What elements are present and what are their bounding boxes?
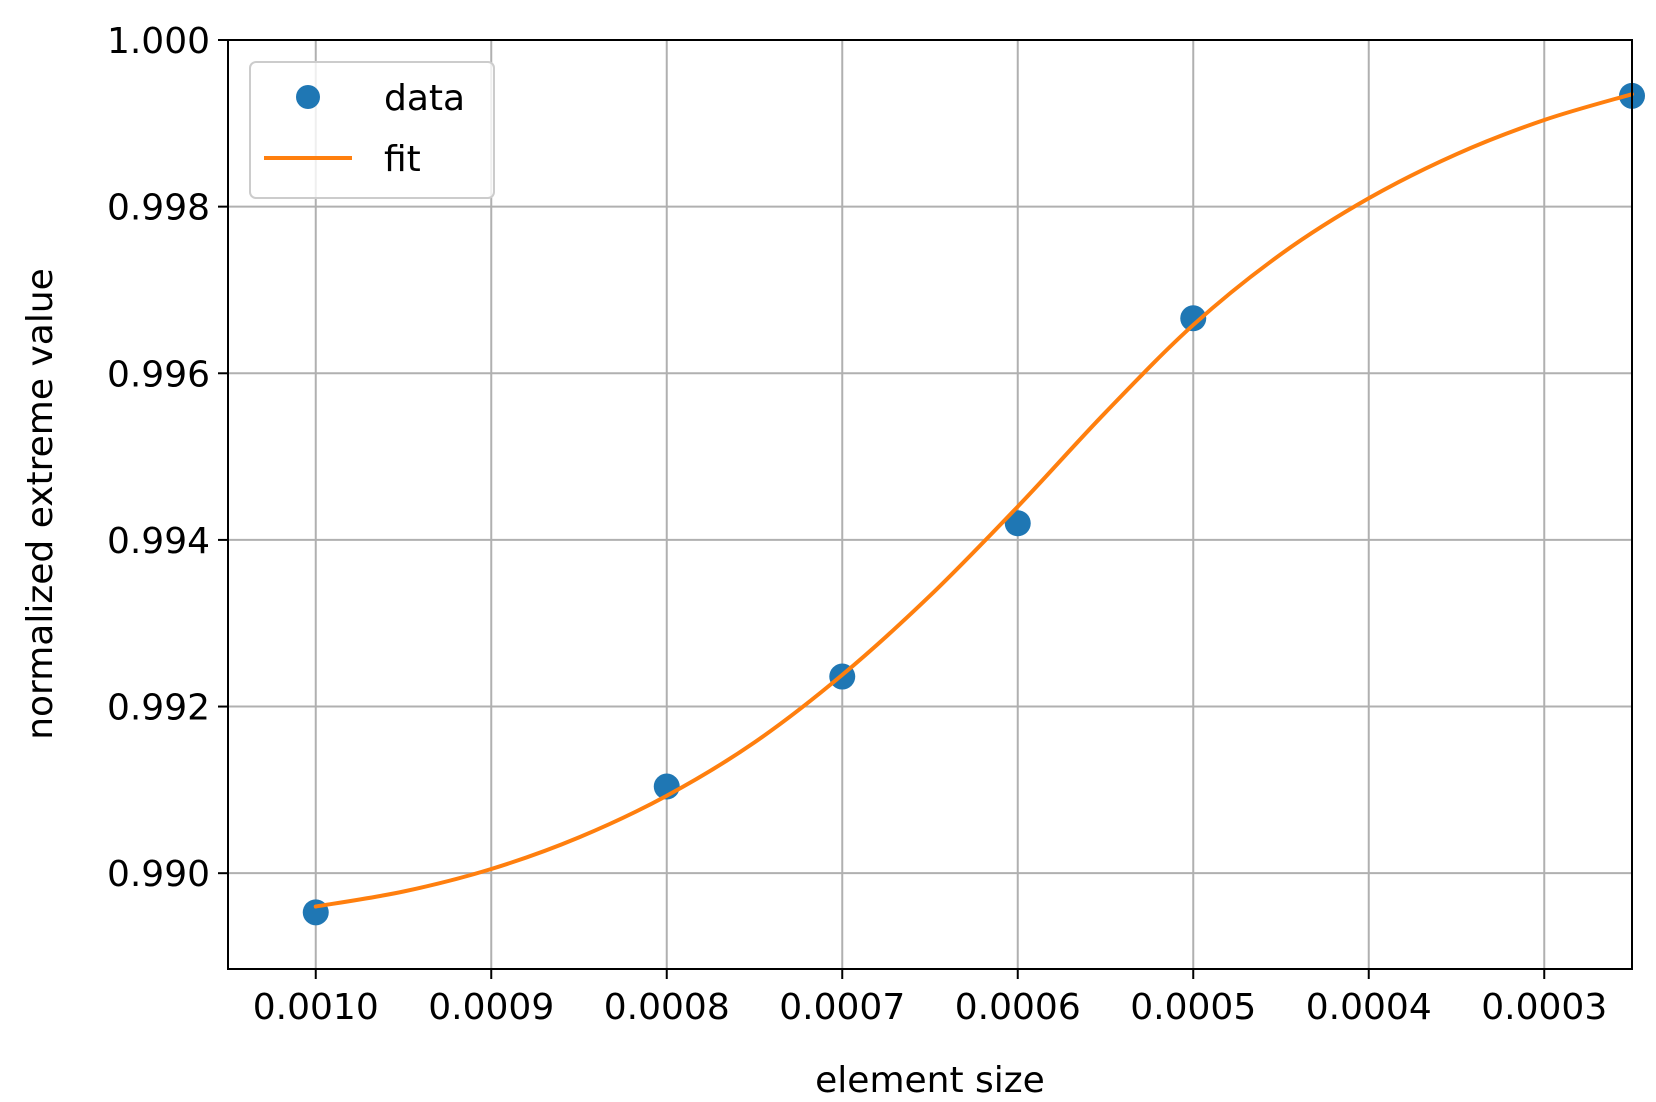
x-tick-label: 0.0008 bbox=[604, 987, 730, 1028]
fit-line bbox=[313, 92, 1634, 909]
legend-data-marker bbox=[296, 85, 320, 109]
data-point bbox=[1004, 510, 1031, 537]
y-tick-label: 0.994 bbox=[107, 521, 210, 562]
legend-fit-label: fit bbox=[384, 139, 421, 180]
axes-frame bbox=[227, 39, 1633, 970]
x-tick-label: 0.0007 bbox=[779, 987, 905, 1028]
series-layer bbox=[302, 82, 1645, 926]
legend-data-label: data bbox=[384, 78, 465, 119]
x-tick-label: 0.0009 bbox=[428, 987, 554, 1028]
x-tick-label: 0.0006 bbox=[955, 987, 1081, 1028]
grid bbox=[228, 39, 1632, 969]
x-tick-label: 0.0004 bbox=[1306, 987, 1432, 1028]
y-tick-label: 0.992 bbox=[107, 688, 210, 729]
x-tick-label: 0.0005 bbox=[1130, 987, 1256, 1028]
y-tick-label: 0.990 bbox=[107, 854, 210, 895]
data-point bbox=[1180, 305, 1207, 332]
x-tick-label: 0.0010 bbox=[253, 987, 379, 1028]
y-tick-label: 1.000 bbox=[107, 21, 210, 62]
y-axis-title: normalized extreme value bbox=[20, 268, 61, 740]
y-tick-label: 0.996 bbox=[107, 354, 210, 395]
x-tick-label: 0.0003 bbox=[1481, 987, 1607, 1028]
ticks: 0.0010 0.0009 0.0008 0.0007 0.0006 0.0005 0.00… bbox=[107, 21, 1607, 1028]
x-axis-title: element size bbox=[815, 1060, 1045, 1101]
y-tick-label: 0.998 bbox=[107, 188, 210, 229]
legend: data fit bbox=[249, 61, 495, 199]
